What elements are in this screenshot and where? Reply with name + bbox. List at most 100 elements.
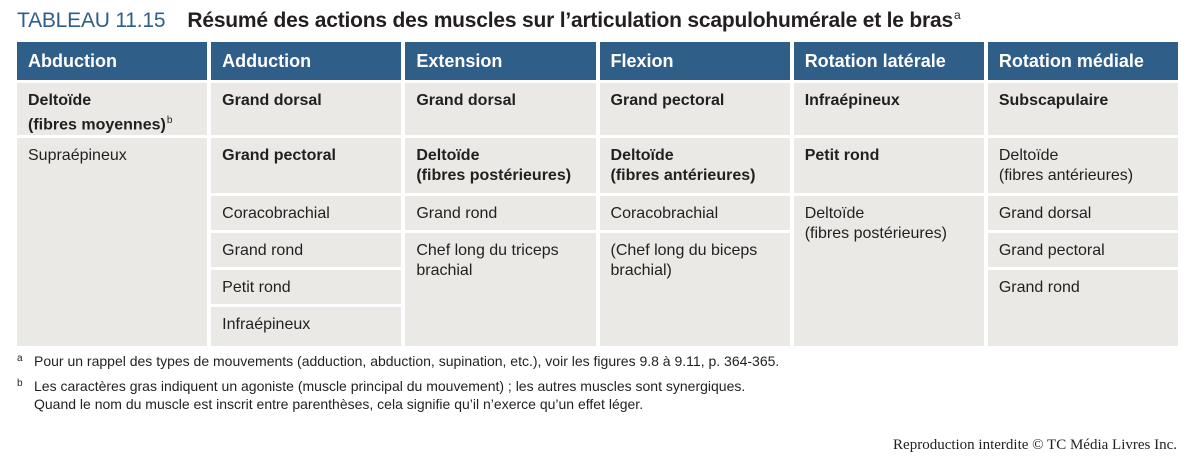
cell-text-line: (fibres moyennes) [28,116,166,134]
table-cell: Grand pectoral [987,233,1179,267]
column-body: Grand dorsal Grand pectoral Coracobrachial… [211,83,402,346]
footnote-mark: b [17,378,23,389]
cell-text: (Chef long du biceps [611,241,782,261]
table-cell: Infraépineux [211,307,402,346]
column-header: Flexion [599,42,790,80]
cell-text: (fibres antérieures) [611,166,782,186]
cell-text: Petit rond [222,278,393,298]
cell-text-line: Infraépineux [804,92,900,109]
table-cell: Deltoïde (fibres moyennes)b [17,83,208,135]
table-cell: Infraépineux [793,83,984,135]
cell-text-line: Coracobrachial [222,205,330,222]
cell-text-line: (fibres antérieures) [610,167,756,184]
table-cell: Deltoïde (fibres postérieures) [405,138,596,193]
column-body: Deltoïde (fibres moyennes)b Supraépineux [17,83,208,346]
table-column: Extension Grand dorsal Deltoïde (fibres pos… [405,42,596,346]
cell-text: Grand dorsal [416,91,587,111]
cell-text: (fibres postérieures) [416,166,587,186]
column-body: Subscapulaire Deltoïde (fibres antérieures… [987,83,1179,346]
cell-text: (fibres moyennes)b [28,111,199,135]
table-column: Abduction Deltoïde (fibres moyennes)b Supra… [17,42,208,346]
table-cell: Deltoïde (fibres postérieures) [793,196,984,346]
cell-text-line: Supraépineux [28,147,127,164]
cell-text-line: (fibres postérieures) [416,167,572,184]
cell-text: Infraépineux [222,315,393,335]
table-cell: Grand dorsal [405,83,596,135]
cell-text-line: Grand pectoral [222,147,336,164]
cell-text-line: Deltoïde [28,92,92,109]
copyright-notice: Reproduction interdite © TC Média Livres… [893,437,1177,453]
column-body: Infraépineux Petit rond Deltoïde (fibres po… [793,83,984,346]
cell-text-line: Deltoïde [998,147,1059,164]
cell-text-line: (Chef long du biceps [610,242,758,259]
table-cell: Deltoïde (fibres antérieures) [987,138,1179,193]
column-body: Grand dorsal Deltoïde (fibres postérieures… [405,83,596,346]
cell-text: Grand rond [999,278,1170,298]
footnote-text: Les caractères gras indiquent un agonist… [34,377,1177,413]
cell-text-line: brachial) [610,262,672,279]
table-cell: Grand pectoral [211,138,402,193]
muscle-actions-table: Abduction Deltoïde (fibres moyennes)b Supra… [17,42,1179,346]
table-cell: Subscapulaire [987,83,1179,135]
cell-text-line: Grand rond [416,205,498,222]
table-cell: Grand dorsal [987,196,1179,230]
cell-text-line: Coracobrachial [610,205,719,222]
cell-text: Infraépineux [805,91,976,111]
cell-text-line: Grand rond [222,242,304,259]
cell-text: Subscapulaire [999,91,1170,111]
footnote-marker: b [166,115,173,126]
column-header: Rotation médiale [987,42,1179,80]
cell-text: brachial) [611,261,782,281]
table-cell: Coracobrachial [211,196,402,230]
cell-text-line: Deltoïde [804,205,865,222]
cell-text: Coracobrachial [611,204,782,224]
cell-text: Deltoïde [611,146,782,166]
cell-text-line: Petit rond [222,279,291,296]
footnote-line: Pour un rappel des types de mouvements (… [34,353,780,369]
cell-text: brachial [416,261,587,281]
cell-text: Grand pectoral [999,241,1170,261]
cell-text: Grand rond [416,204,587,224]
footnote-text: Pour un rappel des types de mouvements (… [34,352,1177,370]
table-cell: Grand dorsal [211,83,402,135]
table-cell: Petit rond [211,270,402,304]
cell-text-line: Grand pectoral [610,92,725,109]
cell-text: Deltoïde [999,146,1170,166]
table-cell: Petit rond [793,138,984,193]
title-footnote-marker: a [953,8,961,22]
cell-text-line: Grand dorsal [998,205,1092,222]
table-column: Flexion Grand pectoral Deltoïde (fibres ant… [599,42,790,346]
table-number: TABLEAU 11.15 [17,9,166,32]
cell-text-line: Deltoïde [416,147,480,164]
footnote-line: Les caractères gras indiquent un agonist… [34,378,746,394]
footnote-mark: a [17,353,23,364]
cell-text: Grand pectoral [611,91,782,111]
cell-text: Deltoïde [28,91,199,111]
table-cell: Grand pectoral [599,83,790,135]
cell-text: Deltoïde [805,204,976,224]
table-cell: Grand rond [987,270,1179,346]
table-column: Rotation latérale Infraépineux Petit rond D… [793,42,984,346]
cell-text: Deltoïde [416,146,587,166]
table-title-row: TABLEAU 11.15 Résumé des actions des mus… [17,8,961,36]
table-cell: Coracobrachial [599,196,790,230]
cell-text-line: Grand dorsal [416,92,516,109]
table-cell: (Chef long du biceps brachial) [599,233,790,346]
table-cell: Grand rond [211,233,402,267]
table-title: Résumé des actions des muscles sur l’art… [187,8,960,33]
cell-text: Grand dorsal [222,91,393,111]
cell-text: Grand rond [222,241,393,261]
cell-text-line: Grand dorsal [222,92,322,109]
footnote: b Les caractères gras indiquent un agonis… [17,377,1177,413]
table-cell: Chef long du triceps brachial [405,233,596,346]
table-column: Adduction Grand dorsal Grand pectoral Corac… [211,42,402,346]
cell-text: Supraépineux [28,146,199,166]
cell-text-line: Infraépineux [222,316,311,333]
column-header: Adduction [211,42,402,80]
cell-text-line: (fibres antérieures) [998,167,1134,184]
cell-text: Grand pectoral [222,146,393,166]
cell-text-line: Deltoïde [610,147,674,164]
table-cell: Deltoïde (fibres antérieures) [599,138,790,193]
cell-text-line: Subscapulaire [998,92,1109,109]
cell-text: Petit rond [805,146,976,166]
